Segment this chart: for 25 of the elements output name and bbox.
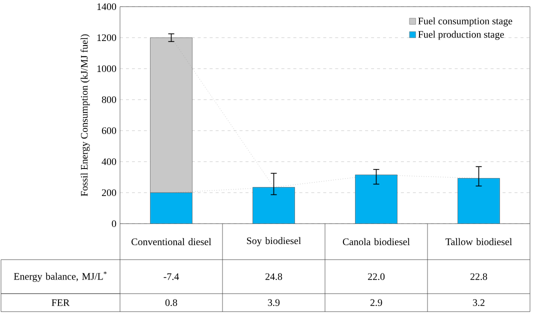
text: 3.2 — [473, 299, 484, 306]
y-axis-title: Fossil Energy Consumption (kJ/MJ fuel) — [80, 34, 90, 196]
y-tick-label: 0 — [112, 220, 116, 228]
y-tick-label: 1000 — [97, 65, 116, 72]
x-tick-label: Canola biodiesel — [342, 238, 410, 246]
legend-label: Fuel production stage — [418, 30, 504, 40]
text: FER — [52, 300, 70, 306]
text: 2.9 — [370, 299, 382, 306]
text: -7.4 — [164, 273, 179, 280]
y-tick-label: 400 — [102, 158, 116, 166]
y-tick-label: 800 — [102, 96, 116, 104]
x-tick-label: Conventional diesel — [132, 238, 212, 246]
text: Energy balance, MJ/L$^{*}$ — [14, 272, 107, 282]
x-tick-label: Tallow biodiesel — [446, 238, 512, 246]
y-tick-label: 600 — [102, 127, 116, 134]
text: 0.8 — [165, 299, 178, 306]
text: 22.0 — [368, 273, 385, 280]
y-tick-label: 1400 — [97, 3, 116, 10]
y-tick-label: 200 — [102, 189, 116, 196]
legend-label: Fuel consumption stage — [418, 18, 512, 27]
y-tick-label: 1200 — [97, 34, 116, 42]
text: 22.8 — [470, 273, 488, 280]
text: 3.9 — [268, 299, 280, 306]
x-tick-label: Soy biodiesel — [247, 237, 301, 246]
text: 24.8 — [265, 273, 282, 280]
